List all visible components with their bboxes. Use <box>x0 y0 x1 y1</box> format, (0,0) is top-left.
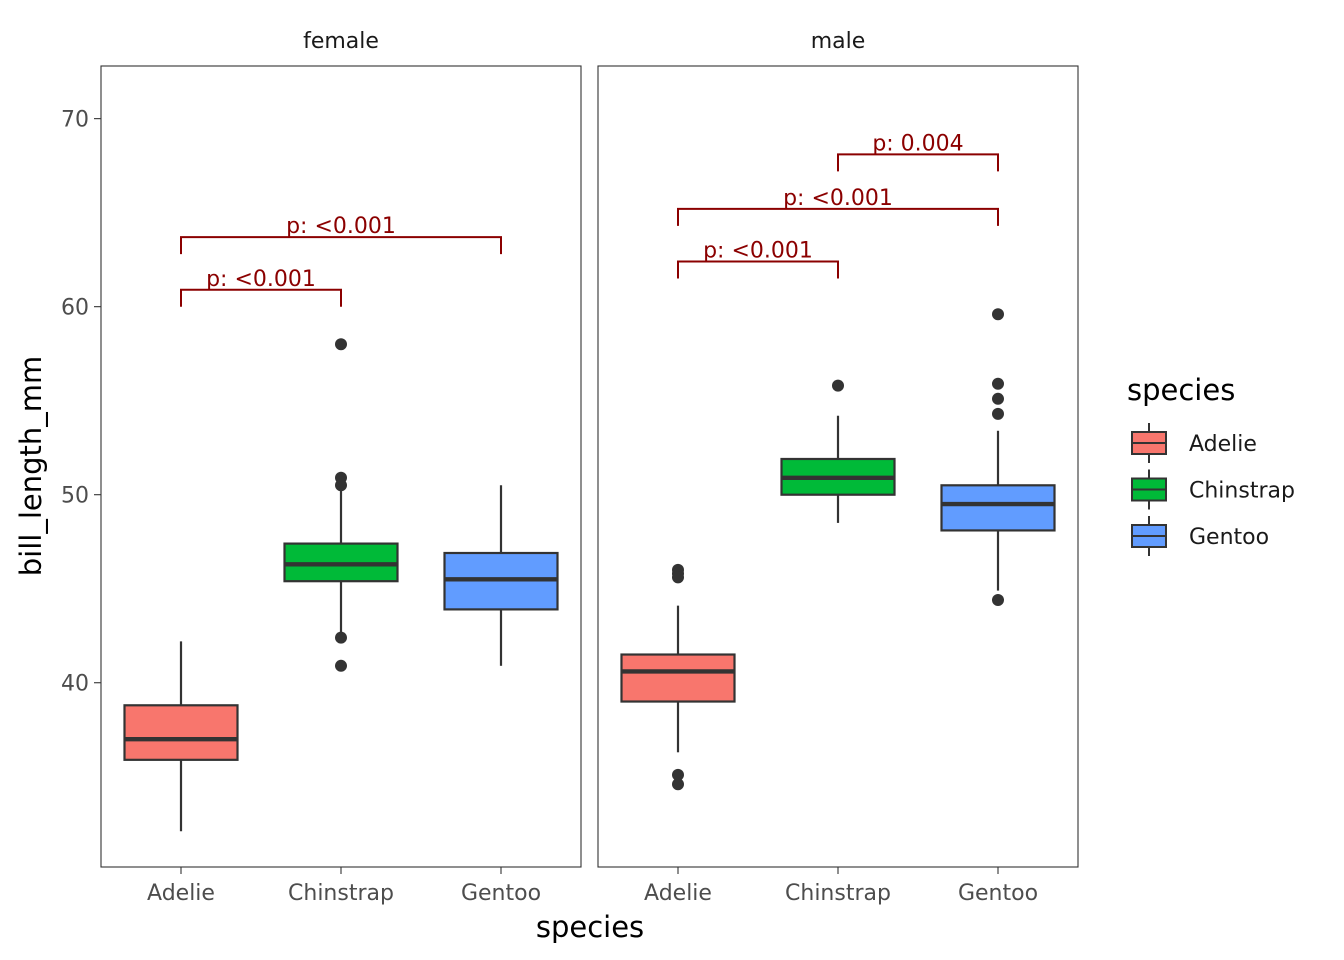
x-axis-title: species <box>536 910 644 944</box>
bracket-line <box>180 288 342 307</box>
x-tick-label: Adelie <box>147 881 215 906</box>
facet-strip-label: female <box>303 29 379 54</box>
legend-label: Adelie <box>1189 432 1257 457</box>
facet-panels: female Adelie Chinstrap Gentoo p: <0.001 p: <… <box>100 29 1079 906</box>
facet-female: female Adelie Chinstrap Gentoo p: <0.001 p: <… <box>100 29 582 906</box>
legend-items: Adelie Chinstrap Gentoo <box>1131 423 1295 556</box>
significance-bracket: p: <0.001 <box>677 239 839 279</box>
x-tick-label: Adelie <box>644 881 712 906</box>
legend-label: Gentoo <box>1189 525 1269 550</box>
box-body <box>620 653 736 703</box>
legend-item-adelie: Adelie <box>1131 423 1257 463</box>
significance-bracket: p: <0.001 <box>180 214 502 255</box>
legend-item-gentoo: Gentoo <box>1131 516 1269 556</box>
y-tick-label: 60 <box>61 296 89 321</box>
outlier-point <box>992 392 1004 405</box>
outlier-point <box>992 407 1004 420</box>
outlier-point <box>992 308 1004 321</box>
p-value-label: p: 0.004 <box>872 131 963 156</box>
significance-bracket: p: 0.004 <box>837 131 999 172</box>
box-body <box>940 484 1056 532</box>
x-tick-label: Chinstrap <box>288 881 394 906</box>
outlier-point <box>672 768 684 781</box>
facet-strip-label: male <box>811 29 866 54</box>
legend-item-chinstrap: Chinstrap <box>1131 469 1295 510</box>
outlier-point <box>335 659 347 672</box>
legend-label: Chinstrap <box>1189 479 1295 504</box>
legend: species Adelie Chinstrap Gentoo <box>1127 373 1295 556</box>
p-value-label: p: <0.001 <box>703 239 813 264</box>
y-axis: 40 50 60 70 <box>61 108 101 697</box>
bracket-line <box>677 207 999 226</box>
x-tick-label: Gentoo <box>461 881 541 906</box>
box-chinstrap <box>780 379 896 523</box>
outlier-point <box>992 377 1004 390</box>
legend-title: species <box>1127 373 1235 407</box>
box-gentoo <box>443 485 559 666</box>
significance-bracket: p: <0.001 <box>677 186 999 226</box>
p-value-label: p: <0.001 <box>206 267 316 292</box>
y-tick-label: 70 <box>61 108 89 133</box>
y-axis-title: bill_length_mm <box>14 356 48 577</box>
box-chinstrap <box>283 338 399 672</box>
outlier-point <box>832 379 844 392</box>
box-adelie <box>620 563 736 791</box>
box-adelie <box>123 641 239 832</box>
outlier-point <box>335 338 347 351</box>
significance-bracket: p: <0.001 <box>180 267 342 307</box>
bracket-line <box>180 236 502 255</box>
bracket-line <box>677 260 839 279</box>
x-tick-label: Chinstrap <box>785 881 891 906</box>
outlier-point <box>335 631 347 644</box>
outlier-point <box>672 571 684 584</box>
box-gentoo <box>940 308 1056 606</box>
p-value-label: p: <0.001 <box>783 186 893 211</box>
x-tick-label: Gentoo <box>958 881 1038 906</box>
outlier-point <box>992 594 1004 606</box>
p-value-label: p: <0.001 <box>286 214 396 239</box>
y-tick-label: 50 <box>61 484 89 509</box>
outlier-point <box>335 479 347 492</box>
facet-male: male Adelie Chinstrap Gentoo p: <0.001 p: <0.… <box>597 29 1079 906</box>
bracket-line <box>837 153 999 172</box>
outlier-point <box>672 778 684 791</box>
y-tick-label: 40 <box>61 672 89 697</box>
box-body <box>123 704 239 761</box>
